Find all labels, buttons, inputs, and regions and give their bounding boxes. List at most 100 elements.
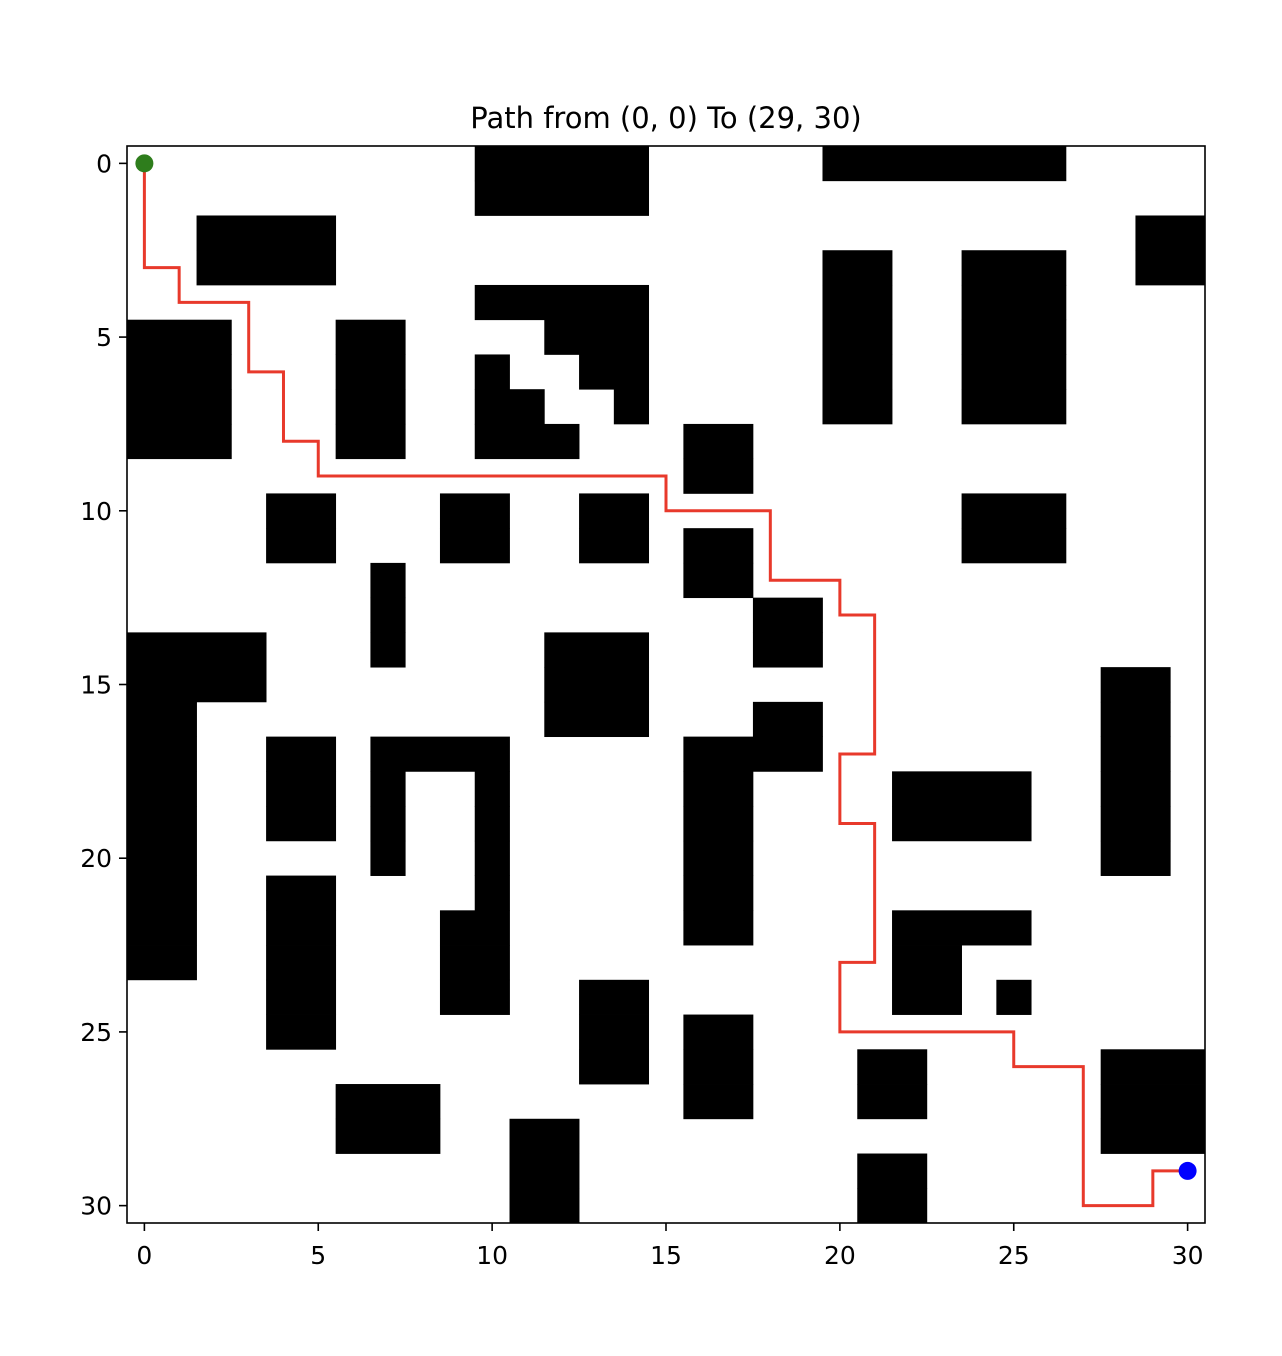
y-tick-label: 25 — [80, 1018, 112, 1047]
obstacle-cell — [1135, 250, 1206, 286]
obstacle-cell — [1100, 701, 1171, 738]
obstacle-cell — [544, 632, 650, 668]
plot-area — [126, 145, 1206, 1224]
obstacle-cell — [127, 667, 267, 703]
y-tick-label: 15 — [80, 671, 112, 700]
obstacle-layer — [127, 146, 1206, 1224]
obstacle-cell — [579, 528, 650, 564]
y-tick-label: 30 — [80, 1192, 112, 1221]
obstacle-cell — [266, 493, 337, 529]
x-axis: 0 5 10 15 20 25 30 — [136, 1223, 1204, 1270]
obstacle-cell — [892, 806, 1032, 842]
obstacle-cell — [370, 771, 406, 807]
obstacle-cell — [266, 875, 337, 911]
obstacle-cell — [474, 806, 510, 842]
obstacle-cell — [579, 493, 650, 529]
x-tick-label: 0 — [136, 1241, 152, 1270]
obstacle-cell — [370, 736, 510, 772]
obstacle-cell — [961, 319, 1067, 355]
obstacle-cell — [683, 458, 754, 494]
y-tick-label: 10 — [80, 497, 112, 526]
obstacle-cell — [683, 423, 754, 460]
obstacle-cell — [474, 354, 510, 390]
obstacle-cell — [196, 215, 337, 251]
obstacle-cell — [683, 562, 754, 599]
obstacle-cell — [127, 840, 197, 876]
obstacle-cell — [439, 945, 510, 981]
obstacle-cell — [1100, 806, 1171, 842]
obstacle-cell — [822, 146, 1067, 182]
obstacle-cell — [822, 250, 893, 286]
obstacle-cell — [474, 146, 650, 182]
obstacle-cell — [613, 389, 650, 425]
obstacle-cell — [370, 806, 406, 842]
obstacle-cell — [822, 354, 893, 390]
obstacle-cell — [961, 493, 1067, 529]
obstacle-cell — [1100, 667, 1171, 703]
obstacle-cell — [683, 736, 823, 772]
x-tick-label: 5 — [310, 1241, 326, 1270]
obstacle-cell — [822, 389, 893, 425]
obstacle-cell — [127, 736, 197, 772]
obstacle-cell — [1100, 1084, 1206, 1120]
path-line — [142, 163, 1188, 1208]
obstacle-cell — [474, 284, 650, 321]
obstacle-cell — [266, 806, 337, 842]
obstacle-cell — [857, 1153, 928, 1189]
obstacle-cell — [266, 771, 337, 807]
obstacle-cell — [579, 1014, 650, 1050]
y-tick-label: 0 — [96, 149, 112, 178]
obstacle-cell — [857, 1049, 928, 1085]
x-tick-label: 30 — [1172, 1241, 1204, 1270]
obstacle-cell — [822, 284, 893, 321]
obstacle-cell — [439, 979, 510, 1015]
obstacle-cell — [683, 771, 754, 807]
start-marker — [135, 154, 154, 173]
obstacle-cell — [474, 389, 545, 425]
obstacle-cell — [127, 354, 232, 390]
obstacle-cell — [335, 319, 406, 355]
obstacle-cell — [266, 910, 337, 946]
y-tick-label: 20 — [80, 844, 112, 873]
goal-marker — [1178, 1161, 1197, 1180]
obstacle-cell — [892, 771, 1032, 807]
obstacle-cell — [439, 910, 510, 946]
chart-title: Path from (0, 0) To (29, 30) — [470, 101, 861, 135]
obstacle-cell — [127, 701, 197, 738]
obstacle-cell — [335, 389, 406, 425]
obstacle-cell — [752, 632, 823, 668]
obstacle-cell — [370, 597, 406, 633]
obstacle-cell — [1135, 215, 1206, 251]
obstacle-cell — [892, 910, 1032, 946]
obstacle-cell — [1100, 1049, 1206, 1085]
x-tick-label: 25 — [998, 1241, 1030, 1270]
obstacle-cell — [683, 1049, 754, 1085]
obstacle-cell — [961, 389, 1067, 425]
obstacle-cell — [474, 840, 510, 876]
obstacle-cell — [683, 1014, 754, 1050]
obstacle-cell — [683, 528, 754, 564]
obstacle-cell — [857, 1188, 928, 1224]
obstacle-cell — [683, 910, 754, 946]
obstacle-cell — [1100, 840, 1171, 876]
obstacle-cell — [127, 910, 197, 946]
obstacle-cell — [579, 1049, 650, 1085]
obstacle-cell — [474, 180, 650, 216]
obstacle-cell — [857, 1084, 928, 1120]
obstacle-cell — [439, 528, 510, 564]
x-tick-label: 10 — [476, 1241, 508, 1270]
y-axis: 0 5 10 15 20 25 30 — [80, 149, 127, 1221]
obstacle-cell — [892, 945, 962, 981]
obstacle-cell — [509, 1153, 580, 1189]
obstacle-cell — [127, 806, 197, 842]
obstacle-cell — [1100, 736, 1171, 772]
obstacle-cell — [1100, 1118, 1206, 1154]
obstacle-cell — [544, 667, 650, 703]
obstacle-cell — [683, 806, 754, 842]
obstacle-cell — [127, 319, 232, 355]
obstacle-cell — [961, 284, 1067, 321]
obstacle-cell — [544, 319, 650, 355]
obstacle-cell — [509, 1188, 580, 1224]
obstacle-cell — [335, 423, 406, 460]
